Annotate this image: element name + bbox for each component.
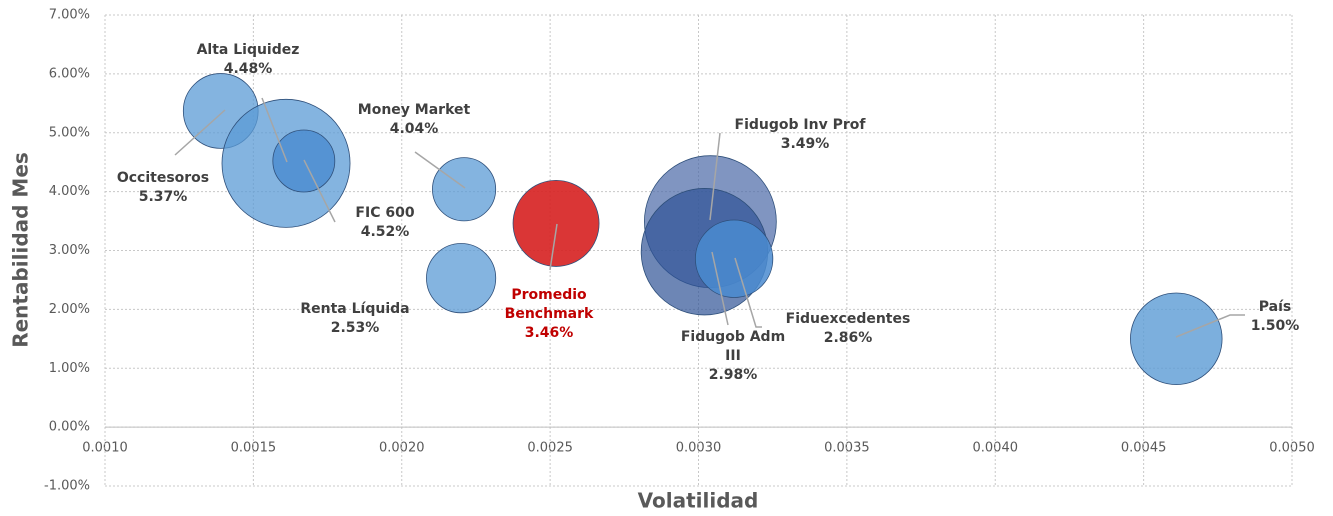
bubble-name: Renta Líquida: [300, 301, 409, 317]
leader-line: [174, 109, 226, 156]
y-tick-label: 1.00%: [49, 361, 90, 376]
x-axis-title: Volatilidad: [638, 489, 759, 513]
bubble-name: Fidugob Adm III: [681, 329, 785, 364]
y-axis-title: Rentabilidad Mes: [9, 152, 33, 348]
leader-line: [734, 257, 762, 328]
data-label: 3.46%: [525, 325, 574, 341]
leader-line: [549, 223, 558, 271]
y-tick-label: 6.00%: [49, 66, 90, 81]
y-tick-label: 7.00%: [49, 8, 90, 23]
bubble: [694, 219, 774, 298]
y-tick-label: 5.00%: [49, 125, 90, 140]
bubble: [1130, 292, 1223, 386]
data-label: 5.37%: [139, 189, 188, 205]
bubble-name: Money Market: [358, 102, 471, 118]
data-label: 4.52%: [361, 224, 410, 240]
bubble-name: Fidugob Inv Prof: [735, 117, 867, 133]
y-tick-label: 4.00%: [49, 184, 90, 199]
bubble-name: Fiduexcedentes: [786, 311, 911, 327]
leader-line: [709, 132, 721, 221]
y-tick-label: 2.00%: [49, 302, 90, 317]
data-label: 4.48%: [224, 61, 273, 77]
bubble-name: Promedio Benchmark: [505, 287, 594, 322]
y-tick-label: 3.00%: [49, 243, 90, 258]
data-label: 2.53%: [331, 320, 380, 336]
y-tick-label: -1.00%: [44, 479, 90, 494]
bubble-name: País: [1259, 299, 1291, 315]
leader-line: [303, 159, 336, 223]
bubble-name: FIC 600: [355, 205, 414, 221]
data-label: 1.50%: [1251, 318, 1300, 334]
leader-line: [1175, 314, 1245, 338]
data-label: 2.98%: [709, 367, 758, 383]
leader-line: [261, 97, 288, 163]
leader-line: [414, 151, 466, 189]
bubble: [512, 180, 600, 267]
y-tick-label: 0.00%: [49, 420, 90, 435]
data-label: 4.04%: [390, 121, 439, 137]
leader-line: [711, 251, 729, 326]
data-label: 2.86%: [824, 330, 873, 346]
bubble-name: Occitesoros: [117, 170, 209, 186]
data-label: 3.49%: [781, 136, 830, 152]
bubble: [432, 157, 497, 222]
bubble-name: Alta Liquidez: [197, 42, 300, 58]
bubble: [426, 243, 497, 314]
